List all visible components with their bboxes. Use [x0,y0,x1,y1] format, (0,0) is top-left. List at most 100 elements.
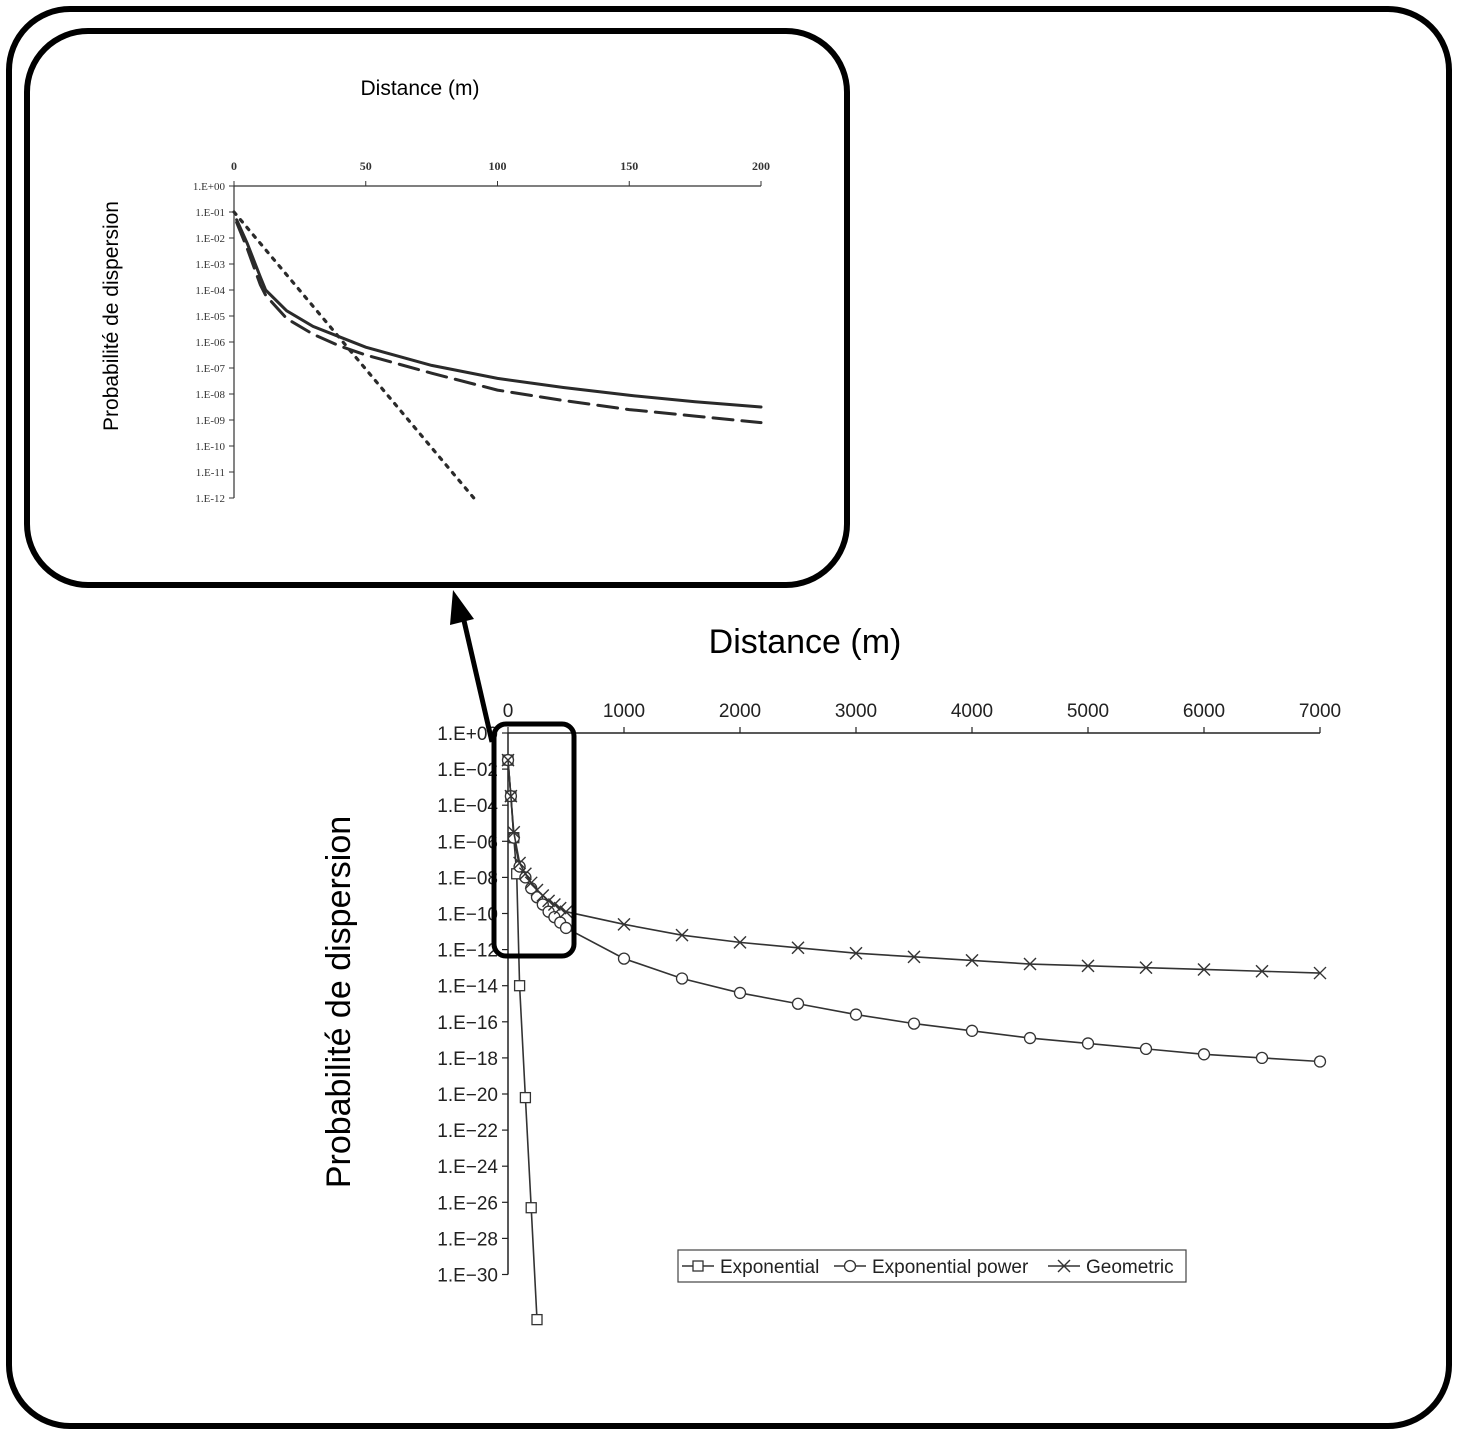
x-marker-stroke [559,905,573,919]
circle-marker [617,952,631,965]
x-marker-stroke [617,917,631,931]
x-marker-stroke [501,753,515,767]
square-marker [525,1202,537,1214]
x-marker-stroke [675,928,689,942]
x-marker-stroke [518,867,532,881]
circle-marker [1313,1055,1327,1068]
inset-series-solid [235,218,763,409]
series-line [507,760,538,1320]
main-x-tick-label: 3000 [835,701,877,722]
inset-y-tick-label: 1.E-05 [195,311,225,323]
x-marker-stroke [553,901,567,915]
series-exponential-power [501,753,1327,1068]
circle-marker [1255,1051,1269,1065]
inset-x-tick-label: 100 [489,159,507,173]
inset-series-dotted [232,210,476,500]
main-axes: 0 1000 2000 3000 4000 5000 6000 7000 1.E+00 1.E−0… [437,701,1341,1287]
outer-frame [6,6,1452,1429]
inset-y-tick-label: 1.E-11 [196,467,225,479]
legend-label: Exponential power [872,1257,1029,1278]
circle-marker [675,972,689,985]
main-y-tick-label: 1.E−02 [437,760,498,781]
series-line [507,760,1321,1063]
circle-marker [1023,1031,1037,1045]
inset-x-tick-label: 150 [620,159,638,173]
x-marker-stroke [1023,957,1037,971]
series-line [507,760,1321,974]
x-marker-stroke [1255,964,1269,978]
inset-y-tick-label: 1.E-03 [195,259,225,271]
x-marker-stroke [1313,966,1327,980]
inset-y-tick-label: 1.E-09 [195,415,225,427]
inset-x-tick-label: 0 [231,159,237,173]
inset-y-tick-label: 1.E-01 [195,207,225,219]
circle-marker [843,1259,857,1273]
circle-marker [907,1017,921,1030]
main-y-tick-label: 1.E−24 [437,1157,498,1178]
main-y-tick-label: 1.E−26 [437,1193,498,1214]
main-y-tick-label: 1.E−22 [437,1121,498,1142]
main-y-tick-label: 1.E−08 [437,868,498,889]
main-y-tick-label: 1.E−04 [437,796,498,817]
inset-series-dashed [235,220,763,425]
main-x-tick-label: 6000 [1183,701,1225,722]
legend-label: Exponential [720,1257,819,1278]
inset-chart: Distance (m) Probabilité de dispersion 0… [100,77,770,505]
inset-x-tick-label: 200 [752,159,770,173]
main-y-tick-label: 1.E−30 [437,1266,498,1287]
x-marker-stroke [524,876,538,890]
legend-box [677,1249,1187,1283]
square-marker [531,1313,543,1326]
x-marker-stroke [791,941,805,955]
circle-marker [965,1024,979,1037]
legend-label: Geometric [1086,1257,1174,1278]
x-marker-stroke [1139,961,1153,975]
x-marker-stroke [513,856,527,870]
main-x-tick-label: 4000 [951,701,993,722]
main-y-tick-label: 1.E−12 [437,941,498,962]
main-y-tick-label: 1.E−16 [437,1013,498,1034]
x-marker-stroke [507,825,521,839]
inset-y-tick-label: 1.E-07 [195,363,225,375]
main-x-tick-label: 0 [503,701,514,722]
circle-marker [1197,1048,1211,1061]
inset-y-tick-label: 1.E-12 [195,493,225,505]
inset-frame: Distance (m) Probabilité de dispersion 0… [24,28,850,588]
main-y-axis-title: Probabilité de dispersion [320,816,358,1188]
series-geometric [501,753,1327,980]
main-x-tick-label: 2000 [719,701,761,722]
inset-y-tick-label: 1.E-10 [195,441,225,453]
x-marker-stroke [542,894,556,908]
square-marker [692,1260,704,1272]
x-marker-stroke [849,946,863,960]
inset-y-tick-label: 1.E-06 [195,337,225,349]
main-y-tick-label: 1.E−06 [437,832,498,853]
circle-marker [1139,1042,1153,1056]
main-x-tick-label: 1000 [603,701,645,722]
circle-marker [1081,1037,1095,1050]
x-marker-stroke [547,897,561,911]
main-y-tick-label: 1.E−18 [437,1049,498,1070]
square-marker [519,1091,532,1104]
zoom-arrow-shaft [459,611,495,743]
circle-marker [733,986,747,1000]
inset-y-tick-label: 1.E-02 [195,233,225,245]
zoom-arrow-head [450,590,474,625]
inset-axes: 0 50 100 150 200 1.E+00 1.E-01 1.E-02 1.E-03 1.E-… [193,159,770,505]
x-marker-stroke [1197,962,1211,976]
inset-y-tick-label: 1.E+00 [193,181,226,193]
main-legend: Exponential Exponential power Geometric [677,1249,1187,1283]
x-marker-stroke [1081,959,1095,973]
main-series-group [501,753,1327,1326]
inset-x-tick-label: 50 [360,159,372,173]
inset-y-axis-title: Probabilité de dispersion [100,201,123,431]
square-marker [513,980,526,992]
main-y-tick-label: 1.E−10 [437,905,498,926]
inset-y-tick-label: 1.E-04 [195,285,225,297]
main-x-tick-label: 7000 [1299,701,1341,722]
inset-series-group [232,210,763,500]
zoom-highlight-box [491,721,577,959]
x-marker-stroke [733,935,747,949]
circle-marker [791,997,805,1010]
